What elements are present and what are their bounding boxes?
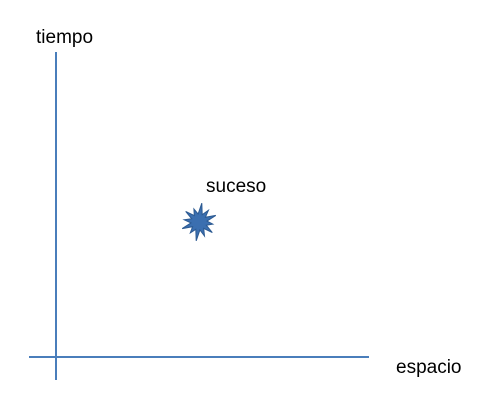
star-burst-icon [181, 203, 217, 241]
space-axis-label: espacio [396, 357, 462, 378]
event-label: suceso [206, 176, 266, 197]
time-axis-label: tiempo [36, 27, 93, 48]
